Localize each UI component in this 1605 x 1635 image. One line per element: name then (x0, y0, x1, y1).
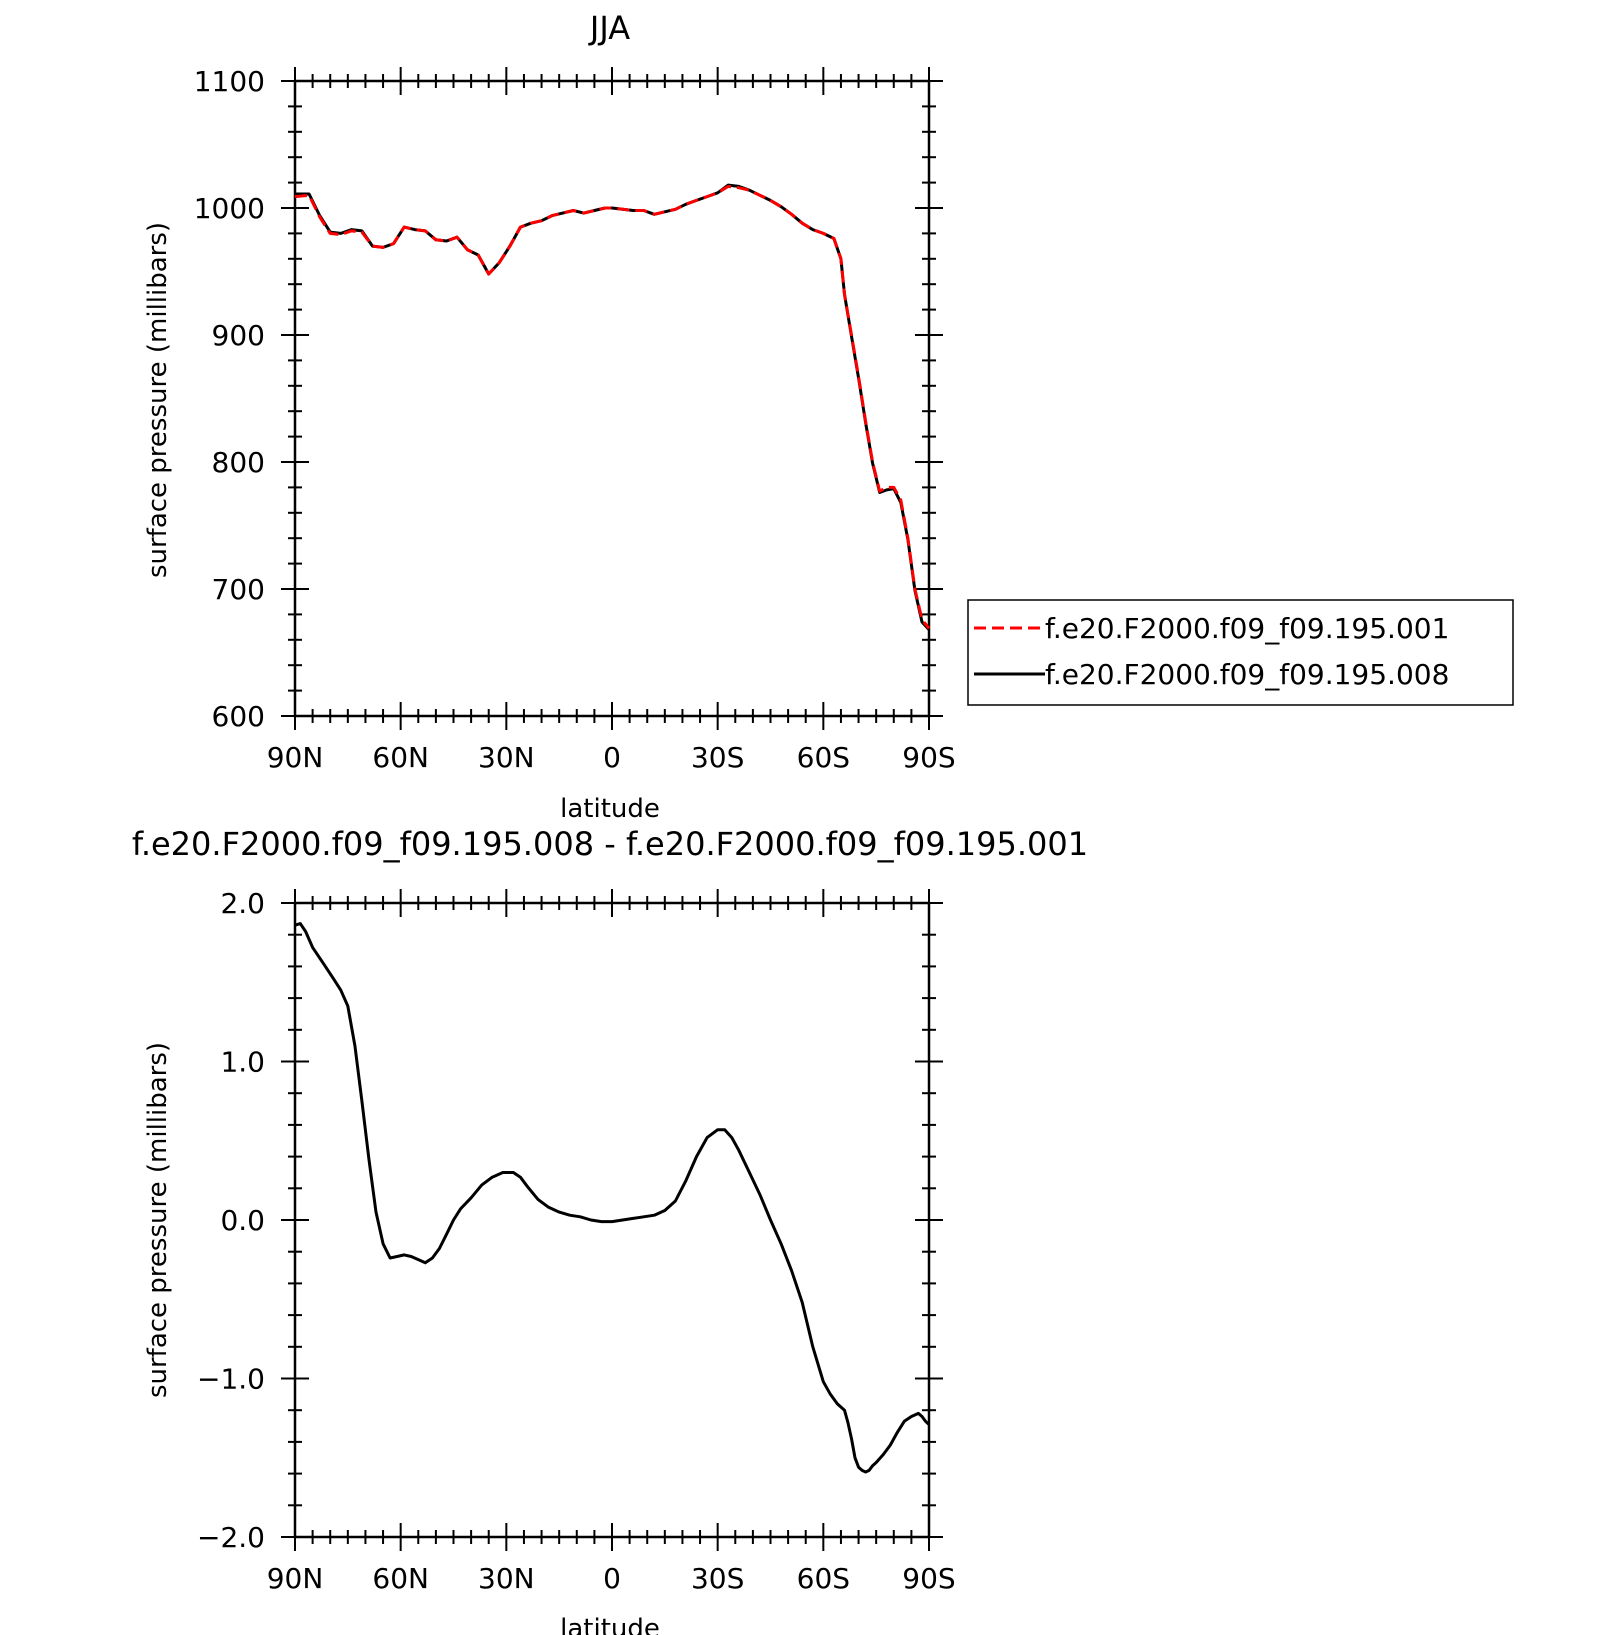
legend-entry-001: f.e20.F2000.f09_f09.195.001 (1045, 612, 1449, 645)
top-axis-ticks: 90N 60N 30N 0 30S 60S 90S 600 700 800 900 1000 1100 (194, 65, 956, 774)
bottom-axis-ticks: 90N 60N 30N 0 30S 60S 90S −2.0 −1.0 0.0 1.0 2.0 (197, 887, 956, 1595)
top-ytick-label: 1000 (194, 192, 265, 225)
top-series-line-1 (295, 183, 931, 631)
bottom-ytick-label: −1.0 (197, 1363, 265, 1396)
top-ytick-label: 1100 (194, 65, 265, 98)
top-series-line-0 (294, 184, 931, 630)
bottom-xtick-label: 60N (372, 1562, 429, 1595)
top-xtick-label: 30S (691, 741, 744, 774)
bottom-ytick-label: 1.0 (220, 1046, 265, 1079)
top-ytick-label: 800 (212, 446, 265, 479)
bottom-ytick-label: 2.0 (220, 887, 265, 920)
top-y-axis-label: surface pressure (millibars) (143, 222, 173, 578)
bottom-xtick-label: 90S (902, 1562, 955, 1595)
top-ytick-label: 900 (212, 319, 265, 352)
bottom-panel: f.e20.F2000.f09_f09.195.008 - f.e20.F200… (132, 825, 1088, 1635)
top-xtick-label: 90N (267, 741, 324, 774)
top-xtick-label: 90S (902, 741, 955, 774)
bottom-chart-title: f.e20.F2000.f09_f09.195.008 - f.e20.F200… (132, 825, 1088, 863)
bottom-xtick-label: 30N (478, 1562, 535, 1595)
legend: f.e20.F2000.f09_f09.195.001 f.e20.F2000.… (967, 599, 1514, 706)
top-xtick-label: 60S (797, 741, 850, 774)
top-panel: JJA 90N 60N 30N 0 30S 60S 90S 600 700 800 900 1000 1… (143, 9, 1514, 824)
top-x-axis-label: latitude (560, 794, 660, 824)
bottom-xtick-label: 60S (797, 1562, 850, 1595)
top-chart-title: JJA (588, 9, 630, 47)
bottom-plot-frame (293, 901, 931, 1539)
bottom-xtick-label: 30S (691, 1562, 744, 1595)
bottom-ytick-label: −2.0 (197, 1521, 265, 1554)
top-xtick-label: 60N (372, 741, 429, 774)
top-series-lines (294, 183, 931, 631)
bottom-series-line-0 (294, 922, 931, 1474)
bottom-series-lines (294, 922, 931, 1474)
bottom-xtick-label: 90N (267, 1562, 324, 1595)
bottom-y-axis-label: surface pressure (millibars) (143, 1042, 173, 1398)
top-ytick-label: 600 (212, 700, 265, 733)
bottom-x-axis-label: latitude (560, 1614, 660, 1635)
legend-box (967, 599, 1514, 706)
bottom-xtick-label: 0 (603, 1562, 621, 1595)
bottom-ytick-label: 0.0 (220, 1204, 265, 1237)
top-xtick-label: 30N (478, 741, 535, 774)
top-ytick-label: 700 (212, 573, 265, 606)
top-plot-frame (293, 79, 931, 718)
top-xtick-label: 0 (603, 741, 621, 774)
legend-entry-008: f.e20.F2000.f09_f09.195.008 (1045, 658, 1449, 691)
